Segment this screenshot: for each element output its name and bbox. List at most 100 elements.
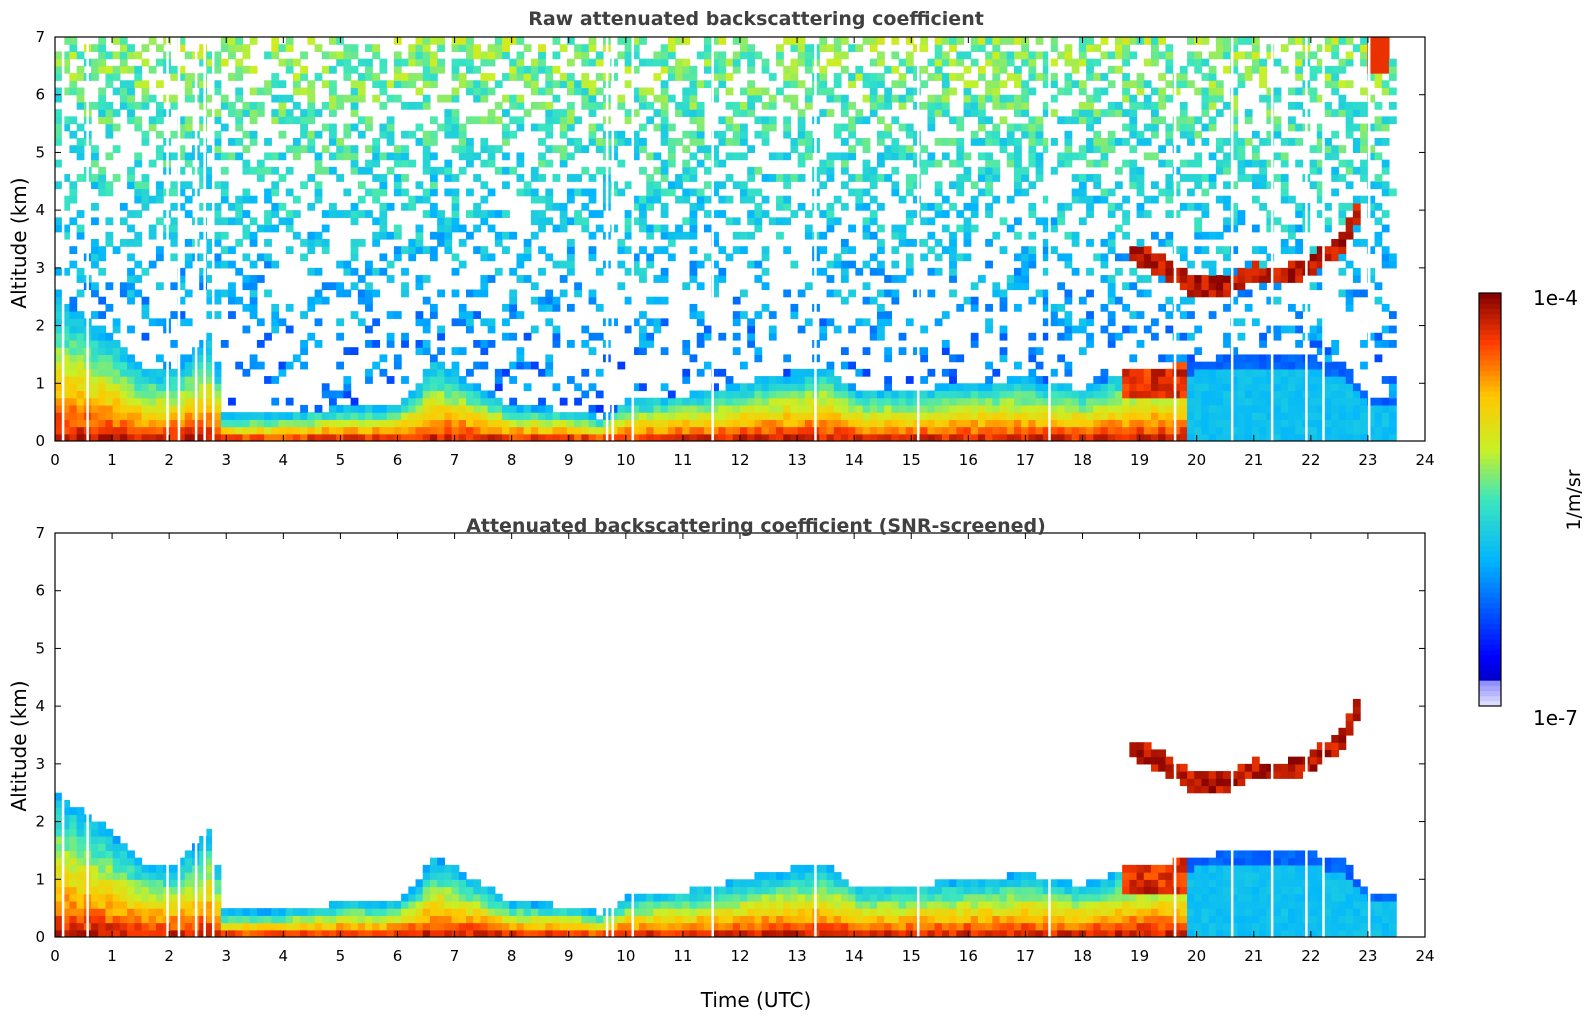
heatmap-cell [942, 80, 950, 88]
heatmap-cell [286, 59, 294, 67]
heatmap-cell [1252, 275, 1260, 283]
heatmap-cell [149, 232, 157, 240]
heatmap-cell [1375, 66, 1383, 74]
heatmap-cell [1259, 405, 1267, 413]
heatmap-cell [834, 37, 842, 45]
heatmap-cell [790, 59, 798, 67]
heatmap-cell [560, 261, 568, 269]
heatmap-cell [1086, 203, 1094, 211]
heatmap-cell [690, 102, 698, 110]
heatmap-cell [495, 405, 503, 413]
heatmap-cell [214, 362, 222, 370]
heatmap-cell [776, 232, 784, 240]
heatmap-cell [971, 427, 979, 435]
heatmap-cell [502, 246, 510, 254]
heatmap-cell [790, 95, 798, 103]
heatmap-cell [827, 376, 835, 384]
heatmap-cell [69, 427, 77, 435]
heatmap-cell [1115, 427, 1123, 435]
heatmap-cell [848, 73, 856, 81]
heatmap-cell [1252, 51, 1260, 59]
heatmap-cell [1165, 383, 1173, 391]
heatmap-cell [1021, 383, 1029, 391]
heatmap-cell [1086, 73, 1094, 81]
heatmap-cell [228, 37, 236, 45]
heatmap-cell [1086, 405, 1094, 413]
heatmap-cell [516, 419, 524, 427]
heatmap-cell [185, 398, 193, 406]
heatmap-cell [372, 268, 380, 276]
heatmap-cell [264, 419, 272, 427]
heatmap-cell [149, 261, 157, 269]
heatmap-cell [1028, 253, 1036, 261]
heatmap-cell [134, 391, 142, 399]
heatmap-cell [235, 124, 243, 132]
heatmap-cell [1101, 109, 1109, 117]
heatmap-cell [271, 419, 279, 427]
heatmap-cell [91, 282, 99, 290]
heatmap-cell [942, 88, 950, 96]
heatmap-cell [827, 95, 835, 103]
heatmap-cell [1338, 109, 1346, 117]
heatmap-cell [1382, 412, 1390, 420]
heatmap-cell [1050, 398, 1058, 406]
heatmap-cell [1129, 398, 1137, 406]
heatmap-cell [956, 73, 964, 81]
heatmap-cell [769, 333, 777, 341]
heatmap-cell [610, 131, 618, 139]
heatmap-cell [1223, 160, 1231, 168]
heatmap-cell [1064, 138, 1072, 146]
heatmap-cell [942, 412, 950, 420]
heatmap-cell [783, 66, 791, 74]
heatmap-cell [726, 196, 734, 204]
heatmap-cell [992, 282, 1000, 290]
heatmap-cell [444, 109, 452, 117]
heatmap-cell [769, 419, 777, 427]
heatmap-cell [971, 391, 979, 399]
heatmap-cell [956, 152, 964, 160]
heatmap-cell [754, 391, 762, 399]
heatmap-cell [733, 311, 741, 319]
heatmap-cell [127, 290, 135, 298]
heatmap-cell [971, 203, 979, 211]
heatmap-cell [891, 391, 899, 399]
heatmap-cell [1129, 412, 1137, 420]
heatmap-cell [790, 138, 798, 146]
heatmap-cell [949, 405, 957, 413]
heatmap-cell [589, 95, 597, 103]
heatmap-cell [430, 138, 438, 146]
heatmap-cell [589, 419, 597, 427]
heatmap-cell [805, 383, 813, 391]
heatmap-cell [1072, 419, 1080, 427]
heatmap-cell [1050, 59, 1058, 67]
heatmap-cell [596, 391, 604, 399]
heatmap-cell [127, 427, 135, 435]
heatmap-cell [1137, 131, 1145, 139]
heatmap-cell [704, 427, 712, 435]
heatmap-cell [1072, 398, 1080, 406]
heatmap-cell [1064, 145, 1072, 153]
heatmap-cell [473, 116, 481, 124]
heatmap-cell [156, 44, 164, 52]
heatmap-cell [1353, 275, 1361, 283]
heatmap-cell [271, 73, 279, 81]
heatmap-cell [228, 51, 236, 59]
heatmap-cell [1295, 340, 1303, 348]
heatmap-cell [1375, 427, 1383, 435]
heatmap-cell [1180, 311, 1188, 319]
heatmap-cell [1252, 44, 1260, 52]
heatmap-cell [964, 419, 972, 427]
heatmap-cell [69, 73, 77, 81]
heatmap-cell [437, 66, 445, 74]
heatmap-cell [1101, 369, 1109, 377]
heatmap-cell [264, 333, 272, 341]
heatmap-cell [127, 383, 135, 391]
heatmap-cell [127, 95, 135, 103]
heatmap-cell [423, 131, 431, 139]
heatmap-cell [113, 376, 121, 384]
heatmap-cell [1324, 405, 1332, 413]
heatmap-cell [1346, 398, 1354, 406]
heatmap-cell [985, 174, 993, 182]
heatmap-cell [55, 109, 63, 117]
heatmap-cell [841, 239, 849, 247]
